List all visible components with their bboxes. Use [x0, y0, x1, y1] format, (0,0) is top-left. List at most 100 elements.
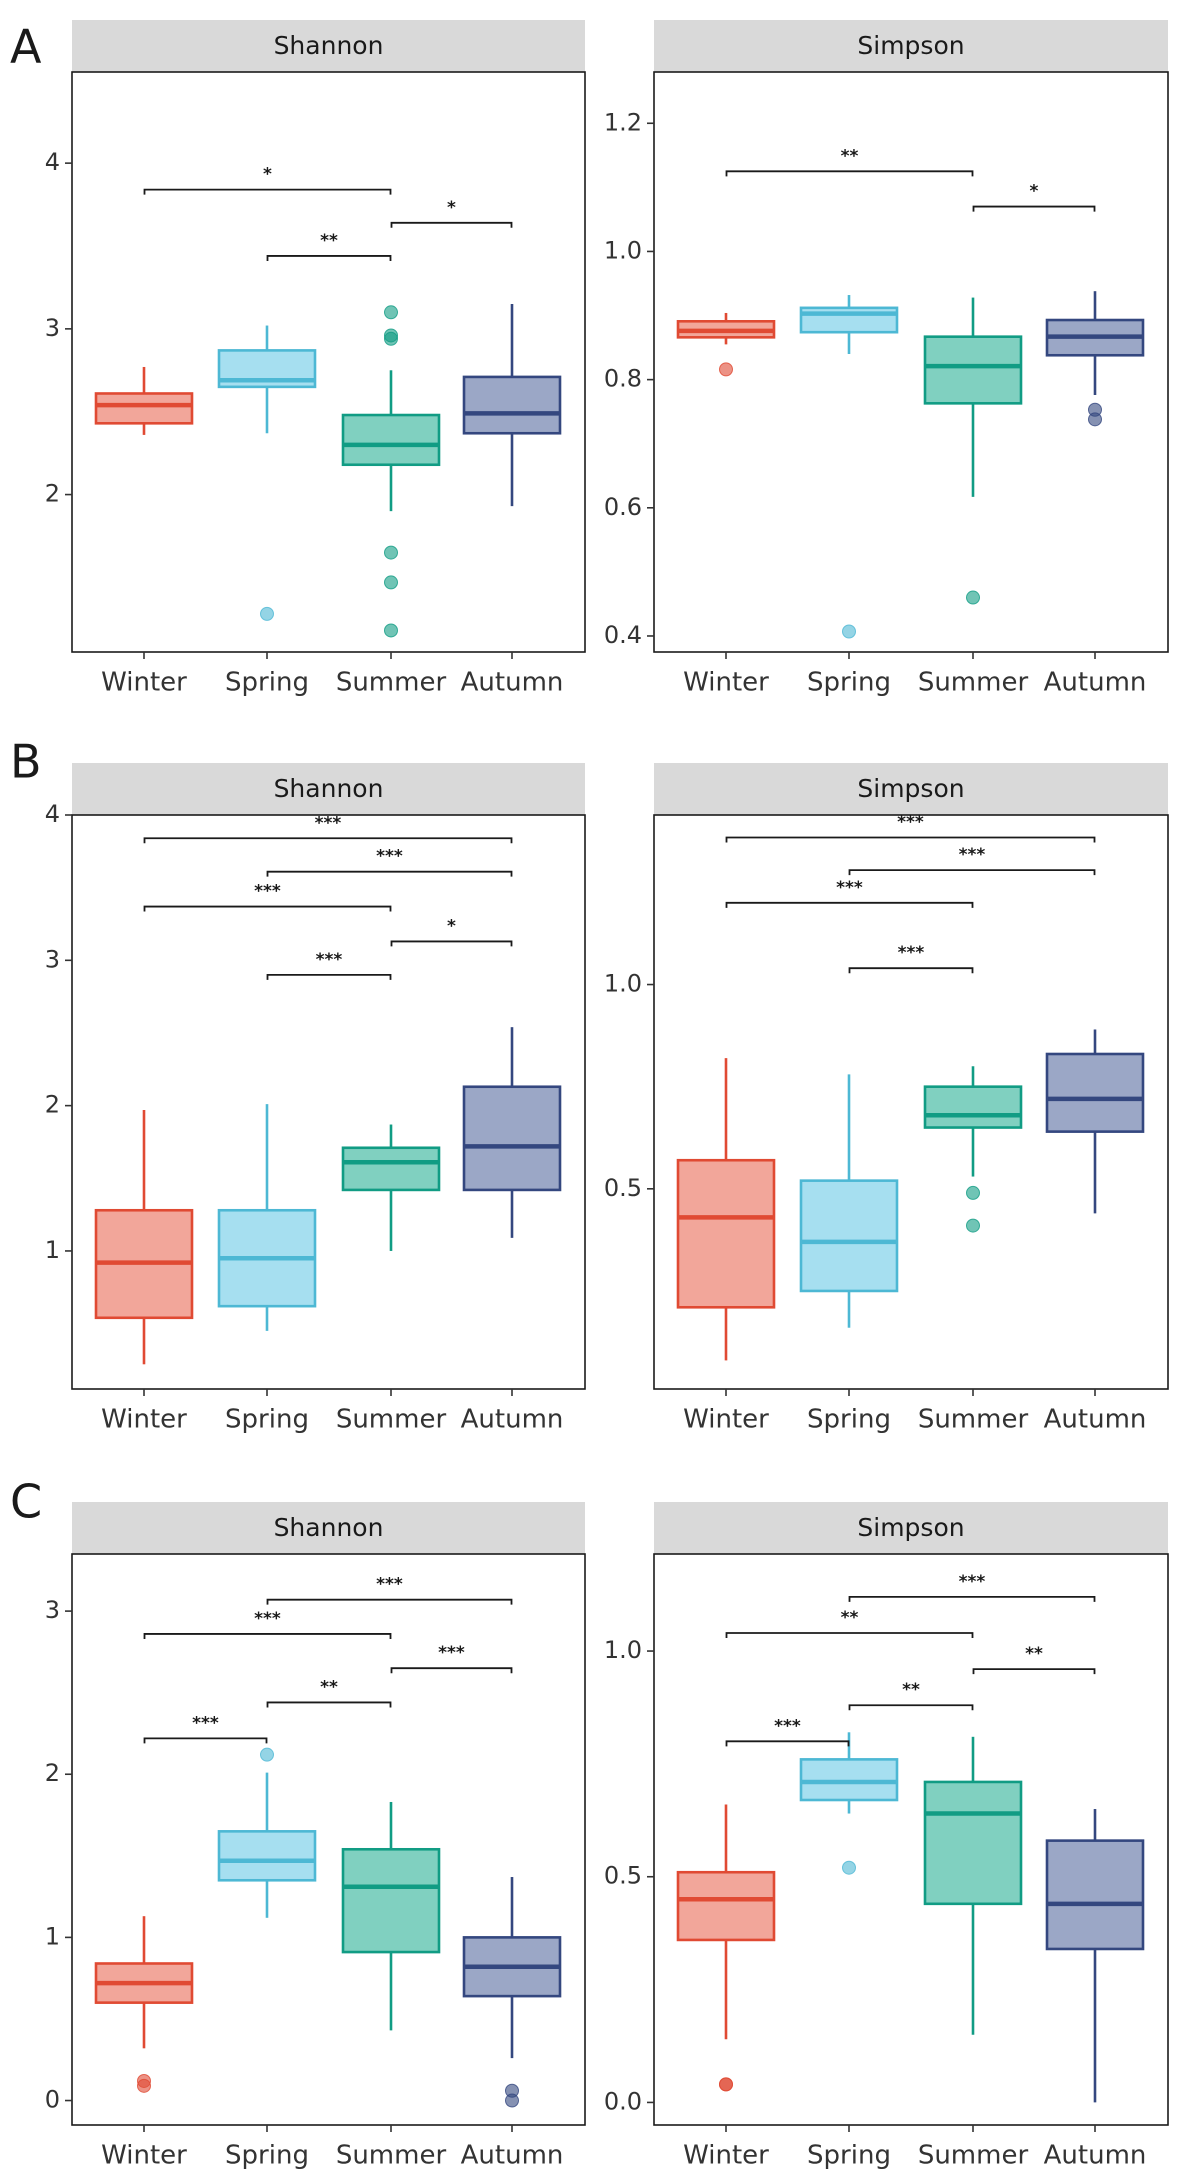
y-tick-label: 0.5: [604, 1174, 642, 1202]
bracket-line: [266, 255, 392, 261]
y-tick-label: 3: [45, 1596, 60, 1624]
panel-letter-b: B: [10, 735, 42, 789]
bracket-line: [143, 837, 513, 844]
box-iqr: [341, 1146, 441, 1192]
y-tick-label: 0.8: [604, 365, 642, 393]
significance-label: *: [263, 165, 272, 185]
box-iqr: [1045, 1052, 1145, 1133]
box-spring: [217, 1104, 317, 1331]
x-tick-label: Spring: [807, 668, 891, 698]
x-tick-label: Summer: [336, 2141, 447, 2171]
box-winter: [676, 312, 776, 377]
significance-bracket: ***: [848, 1572, 1096, 1602]
box-summer: [341, 1124, 441, 1251]
significance-bracket: *: [390, 916, 513, 947]
box-summer: [923, 1066, 1023, 1233]
y-tick-label: 3: [45, 314, 60, 342]
significance-label: *: [1030, 182, 1039, 202]
x-tick-label: Winter: [683, 1405, 769, 1435]
x-tick-label: Winter: [101, 668, 187, 698]
bracket-line: [266, 870, 513, 877]
bracket-line: [725, 836, 1096, 843]
significance-bracket: ***: [390, 1643, 513, 1674]
box-spring: [799, 1732, 899, 1875]
significance-label: *: [447, 916, 456, 936]
significance-label: **: [1025, 1644, 1043, 1664]
facet-strip: [654, 20, 1168, 72]
bracket-line: [390, 1667, 513, 1674]
outlier-point: [505, 2093, 519, 2108]
significance-label: **: [841, 146, 859, 166]
box-spring: [217, 1747, 317, 1918]
facet-title: Shannon: [274, 31, 384, 60]
bracket-line: [143, 905, 392, 912]
significance-bracket: ***: [725, 1716, 850, 1747]
x-tick-label: Spring: [807, 1405, 891, 1435]
significance-label: ***: [774, 1716, 801, 1736]
x-tick-label: Summer: [918, 2141, 1029, 2171]
box-winter: [94, 1109, 194, 1365]
facet-strip: [72, 763, 585, 815]
box-summer: [923, 297, 1023, 605]
panel-a-simpson: Simpson 0.4 0.6 0.8 1.0 1.2 Winter Spring Summer…: [604, 20, 1169, 698]
significance-bracket: ***: [266, 950, 392, 980]
x-tick-label: Autumn: [461, 2141, 564, 2171]
plot-border: [71, 71, 586, 653]
significance-bracket: ***: [143, 882, 392, 912]
facet-strip: [654, 1502, 1168, 1554]
facet-strip: [654, 763, 1168, 815]
bracket-line: [848, 1595, 1096, 1602]
significance-bracket: **: [266, 231, 392, 261]
panel-letter-a: A: [10, 20, 42, 74]
outlier-point: [966, 1218, 980, 1233]
x-tick-label: Spring: [807, 2141, 891, 2171]
y-tick-label: 4: [45, 800, 60, 828]
panel-c-simpson: Simpson 0.0 0.5 1.0 Winter Spring Summer Autumn…: [604, 1502, 1169, 2171]
bracket-line: [143, 1737, 268, 1744]
bracket-line: [725, 1740, 850, 1747]
significance-bracket: ***: [848, 845, 1096, 876]
facet-strip: [72, 20, 585, 72]
significance-bracket: ***: [725, 812, 1096, 843]
x-tick-label: Winter: [101, 2141, 187, 2171]
significance-label: **: [320, 1677, 338, 1697]
box-iqr: [923, 1085, 1023, 1129]
y-tick-label: 4: [45, 148, 60, 176]
significance-label: ***: [254, 882, 281, 902]
outlier-point: [719, 2077, 733, 2092]
box-winter: [676, 1804, 776, 2092]
outlier-point: [384, 545, 398, 560]
y-tick-label: 2: [45, 480, 60, 508]
x-tick-label: Autumn: [461, 1405, 564, 1435]
box-spring: [799, 295, 899, 639]
x-tick-label: Summer: [918, 1405, 1029, 1435]
bracket-line: [972, 1668, 1096, 1675]
significance-bracket: ***: [725, 878, 974, 908]
significance-label: ***: [192, 1713, 219, 1733]
bracket-line: [143, 1633, 392, 1639]
y-tick-label: 1.0: [604, 236, 642, 264]
significance-label: ***: [315, 813, 342, 833]
box-winter: [94, 1916, 194, 2093]
plot-border: [653, 1553, 1169, 2126]
y-tick-label: 0.5: [604, 1862, 642, 1890]
bracket-line: [266, 973, 392, 980]
significance-bracket: *: [390, 198, 513, 228]
bracket-line: [848, 1704, 974, 1711]
box-autumn: [462, 1877, 562, 2108]
outlier-point: [384, 575, 398, 590]
y-tick-label: 1.0: [604, 970, 642, 998]
box-iqr: [341, 1847, 441, 1954]
bracket-line: [266, 1701, 392, 1708]
bracket-line: [972, 205, 1096, 212]
significance-bracket: **: [725, 146, 974, 177]
box-iqr: [217, 1830, 317, 1882]
significance-bracket: *: [972, 182, 1096, 212]
box-iqr: [676, 1870, 776, 1942]
x-tick-label: Autumn: [1044, 668, 1147, 698]
y-tick-label: 0.4: [604, 621, 642, 649]
x-tick-label: Spring: [225, 1405, 309, 1435]
